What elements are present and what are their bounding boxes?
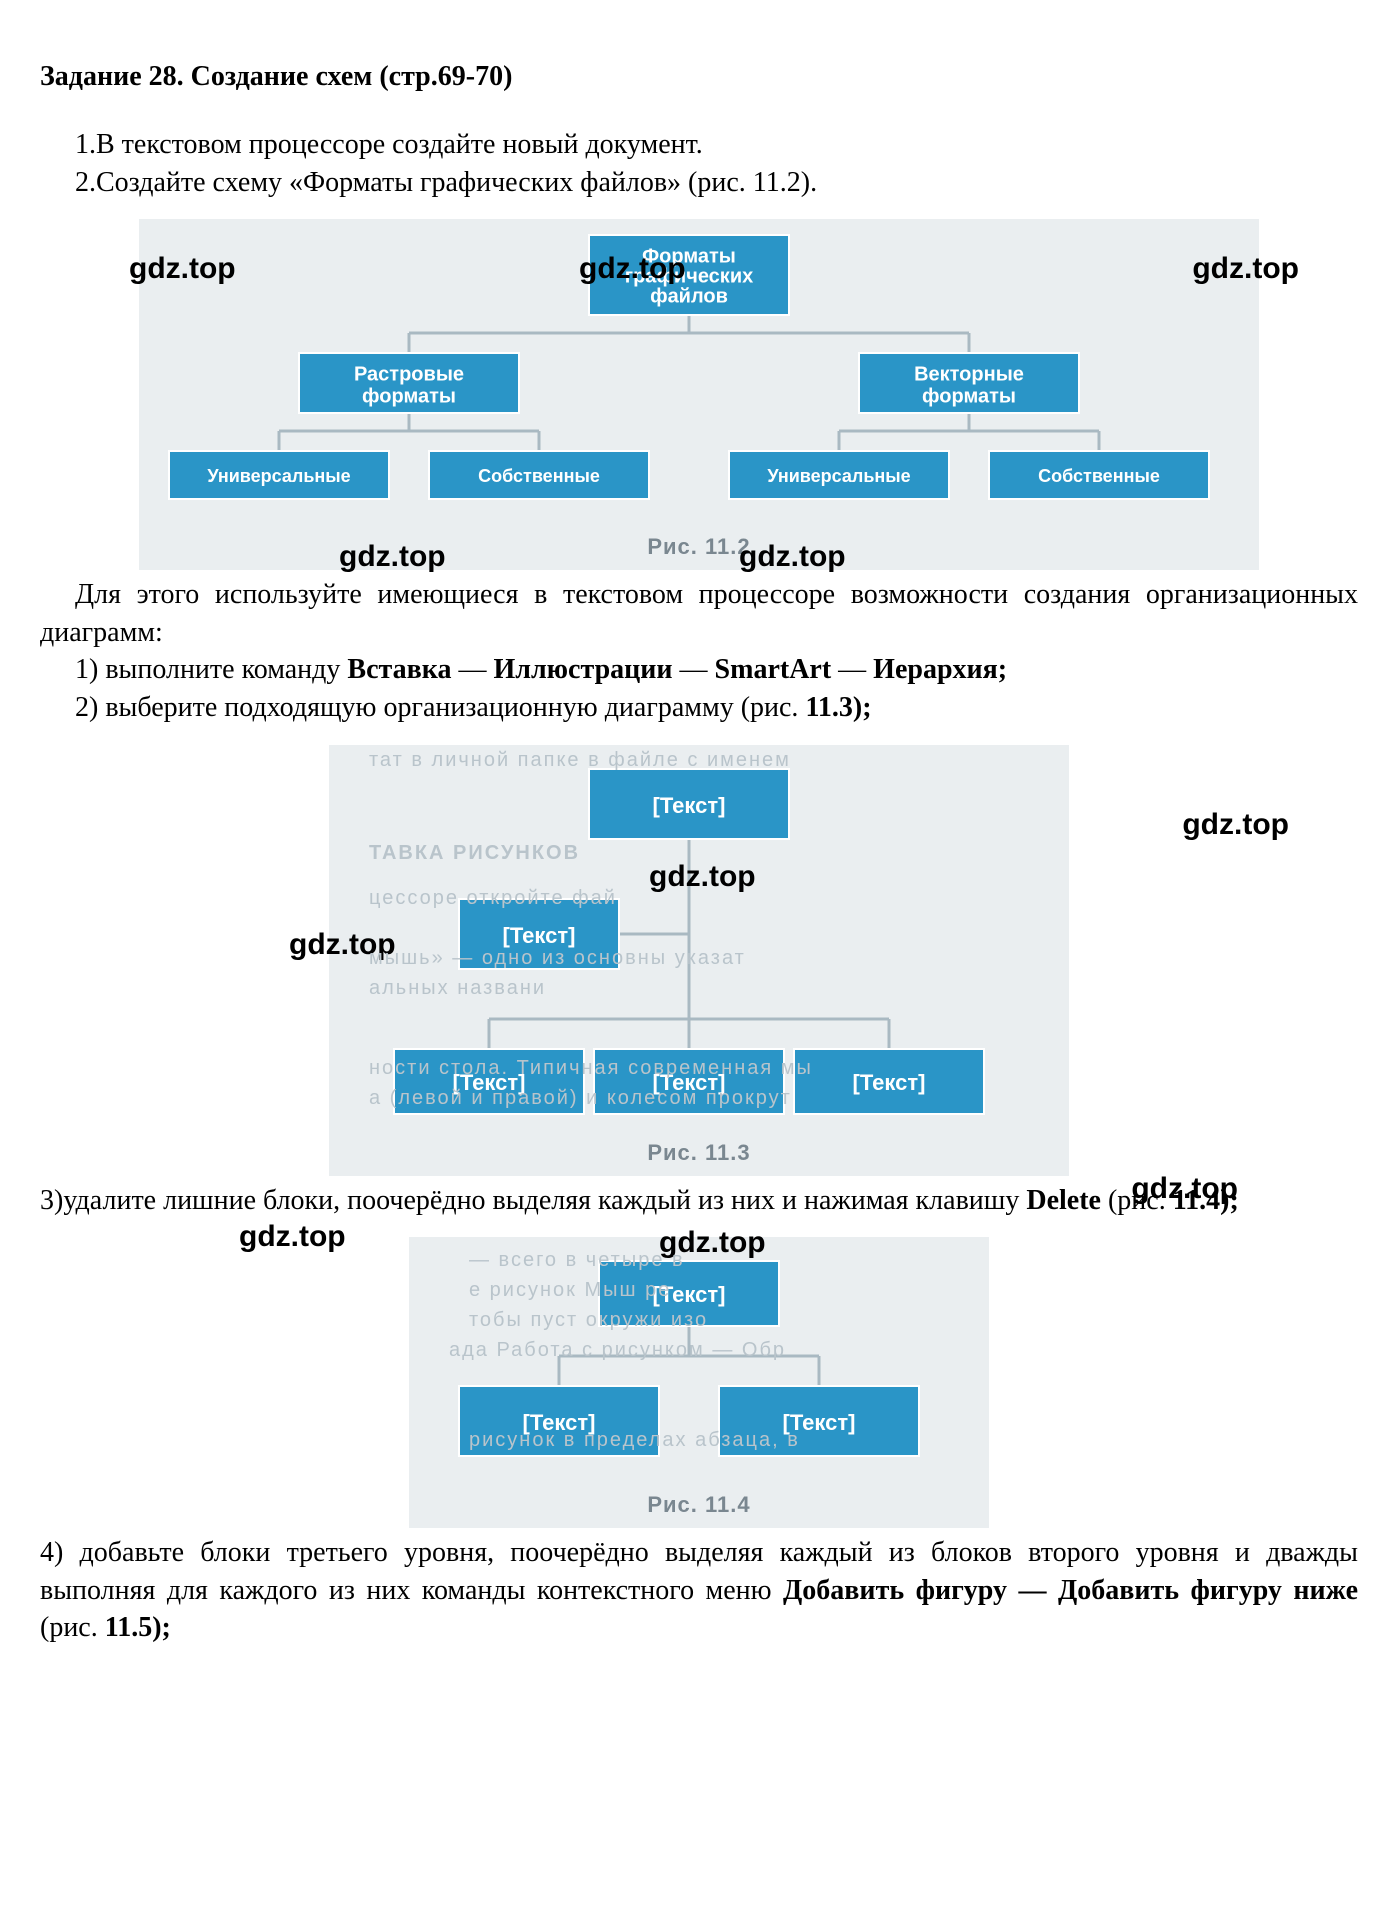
step3-pre: 3)удалите лишние блоки, поочерёдно выдел… [40,1185,1026,1216]
step1-b1: Вставка [347,654,451,685]
node-raster-l1: Растровые [354,364,464,386]
hierarchy-chart-11-2: Форматы графических файлов Растровые фор… [149,233,1229,513]
ghost-line: рисунок в пределах абзаца, в [469,1427,800,1454]
step3-b1: Delete [1026,1185,1101,1216]
ghost-line: альных названи [369,975,546,1002]
node-l3-3-text: Собственные [1038,466,1160,486]
node-vector-l1: Векторные [914,364,1024,386]
figure-caption-11-3: Рис. 11.3 [339,1138,1059,1168]
step-3: 3)удалите лишние блоки, поочерёдно выдел… [40,1182,1358,1220]
figure-caption-11-2: Рис. 11.2 [149,532,1249,562]
node-vector-l2: форматы [922,386,1016,408]
intro-line-2: 2.Создайте схему «Форматы графических фа… [40,164,1358,202]
node-root-l2: графических [625,266,754,288]
step2-pre: 2) выберите подходящую организационную д… [75,692,805,723]
step1-b3: SmartArt [715,654,832,685]
task-title: Задание 28. Создание схем (стр.69-70) [40,58,1358,96]
step4-post: (рис. [40,1612,105,1643]
step1-b2: Иллюстрации [493,654,672,685]
node-root-l3: файлов [650,286,728,308]
step1-sep1: — [458,654,493,685]
ghost-line: ности стола. Типичная современная мы [369,1055,813,1082]
step3-bref: 11.4); [1173,1185,1239,1216]
node-113-root-text: [Текст] [653,793,726,818]
step-4: 4) добавьте блоки третьего уровня, пооче… [40,1534,1358,1647]
node-l3-1-text: Собственные [478,466,600,486]
ghost-line: тат в личной папке в файле с именем [369,747,791,774]
figure-11-3: gdz.top gdz.top gdz.top тат в личной пап… [329,745,1069,1175]
step4-bref: 11.5); [105,1612,171,1643]
figure-11-4: gdz.top gdz.top — всего в четыре в е рис… [409,1237,989,1527]
ghost-line: ада Работа с рисунком — Обр [449,1337,786,1364]
watermark: gdz.top [1182,805,1289,846]
step-2: 2) выберите подходящую организационную д… [40,689,1358,727]
ghost-line: тобы пуст окружи изо [469,1307,708,1334]
step2-bref: 11.3); [805,692,871,723]
figure-caption-11-4: Рис. 11.4 [419,1490,979,1520]
step1-sep2: — [680,654,715,685]
watermark: gdz.top [239,1217,346,1258]
ghost-line: ТАВКА РИСУНКОВ [369,840,580,867]
intro-line-1: 1.В текстовом процессоре создайте новый … [40,126,1358,164]
ghost-line: мышь» — одно из основны указат [369,945,746,972]
node-l3-2-text: Универсальные [767,466,910,486]
step1-pre: 1) выполните команду [75,654,347,685]
step3-mid: (рис. [1101,1185,1173,1216]
para-usage: Для этого используйте имеющиеся в тексто… [40,576,1358,652]
node-root-l1: Форматы [642,246,736,268]
node-113-c3-text: [Текст] [853,1070,926,1095]
step1-b4: Иерархия; [873,654,1007,685]
ghost-line: — всего в четыре в [469,1247,685,1274]
ghost-line: а (левой и правой) и колесом прокрут [369,1085,792,1112]
figure-11-2: gdz.top gdz.top gdz.top gdz.top gdz.top … [139,219,1259,569]
step4-b1: Добавить фигуру — Добавить фигуру ниже [783,1575,1358,1606]
ghost-line: цессоре откройте фай [369,885,617,912]
node-raster-l2: форматы [362,386,456,408]
step-1: 1) выполните команду Вставка — Иллюстрац… [40,651,1358,689]
node-l3-0-text: Универсальные [207,466,350,486]
ghost-line: е рисунок Мыш ре [469,1277,671,1304]
step1-sep3: — [838,654,873,685]
